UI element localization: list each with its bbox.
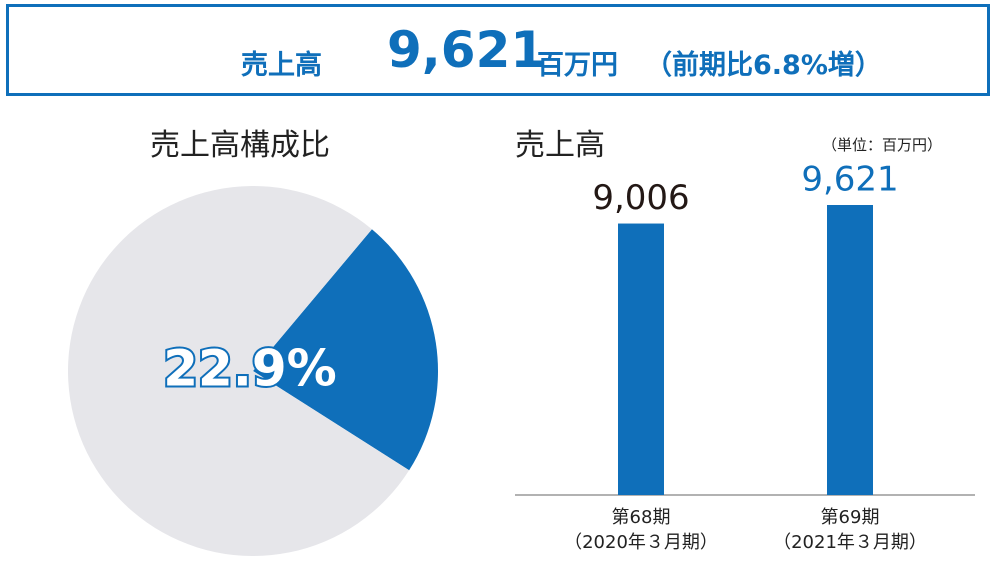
bar [827, 205, 873, 495]
category-label: 第68期 （2020年３月期） [564, 507, 718, 553]
bar-value-label: 9,006 [592, 178, 689, 218]
bar-value-label: 9,621 [801, 160, 898, 200]
pie-slice [67, 185, 410, 556]
bar [618, 223, 664, 495]
header-label: 売上高 [241, 50, 322, 81]
header-unit: 百万円 [537, 50, 618, 81]
header-note: （前期比6.8%増） [645, 50, 882, 81]
header-box: 売上高 9,621 百万円 （前期比6.8%増） [6, 4, 990, 96]
bar-title: 売上高 [515, 128, 605, 163]
category-label: 第69期 （2021年３月期） [773, 507, 927, 553]
pie-value-label: 22.9% [163, 340, 336, 398]
pie-slice [253, 229, 438, 471]
pie-title: 売上高構成比 [150, 128, 330, 163]
unit-note: （単位：百万円） [822, 136, 943, 154]
header-value: 9,621 [387, 21, 546, 79]
